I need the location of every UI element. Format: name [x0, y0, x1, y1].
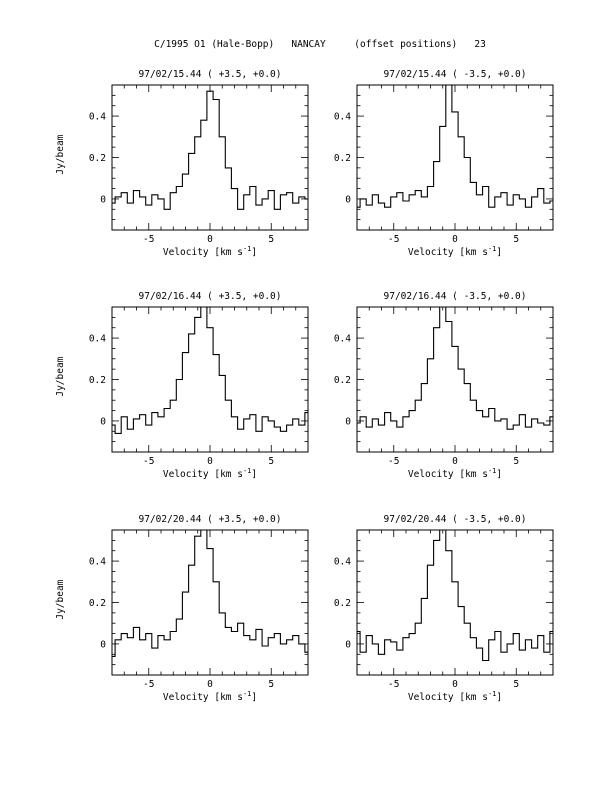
x-tick-label: 0 — [207, 679, 213, 690]
y-tick-label: 0.4 — [334, 557, 351, 568]
x-axis-label-exponent: -1 — [488, 245, 496, 253]
plot-frame — [111, 529, 309, 676]
x-tick-label: -5 — [143, 234, 154, 245]
x-axis-label-text: Velocity [km s — [163, 469, 243, 480]
x-axis-label-text: Velocity [km s — [408, 247, 488, 258]
plot-frame — [111, 306, 309, 453]
y-tick-label: 0 — [100, 194, 106, 205]
y-axis-label: Jy/beam — [55, 134, 66, 174]
x-axis-label-exponent: -1 — [243, 690, 251, 698]
x-axis-label: Velocity [km s-1] — [408, 245, 502, 258]
y-axis-label: Jy/beam — [55, 356, 66, 396]
x-tick-label: 5 — [268, 234, 274, 245]
x-axis-label-text: Velocity [km s — [163, 247, 243, 258]
x-tick-label: 5 — [268, 679, 274, 690]
y-tick-label: 0.2 — [89, 153, 106, 164]
x-axis-label: Velocity [km s-1] — [163, 467, 257, 480]
x-tick-label: 5 — [268, 456, 274, 467]
y-tick-label: 0 — [345, 639, 351, 650]
x-axis-label: Velocity [km s-1] — [408, 467, 502, 480]
panel-title: 97/02/20.44 ( +3.5, +0.0) — [139, 514, 282, 525]
x-tick-label: 0 — [452, 456, 458, 467]
x-tick-label: 5 — [513, 234, 519, 245]
panel-title: 97/02/15.44 ( -3.5, +0.0) — [384, 69, 527, 80]
x-axis-label-text: Velocity [km s — [408, 692, 488, 703]
x-axis-label-close: ] — [251, 692, 257, 703]
panel-title: 97/02/20.44 ( -3.5, +0.0) — [384, 514, 527, 525]
x-axis-label: Velocity [km s-1] — [163, 690, 257, 703]
x-axis-label-close: ] — [251, 469, 257, 480]
x-axis-label-exponent: -1 — [488, 467, 496, 475]
x-tick-label: -5 — [388, 234, 399, 245]
spectrum-line — [112, 529, 308, 657]
spectrum-panel-5: 97/02/20.44 ( +3.5, +0.0) -5 0 5 0 0.2 0.4 Velo… — [55, 514, 309, 703]
x-axis-label-exponent: -1 — [243, 467, 251, 475]
spectrum-line — [357, 84, 553, 208]
y-tick-label: 0.4 — [89, 112, 106, 123]
x-tick-label: 0 — [207, 234, 213, 245]
spectrum-line — [357, 529, 553, 662]
y-tick-label: 0.2 — [89, 375, 106, 386]
x-tick-label: 0 — [452, 234, 458, 245]
x-axis-label-close: ] — [496, 692, 502, 703]
x-axis-label-close: ] — [496, 469, 502, 480]
x-tick-label: 0 — [207, 456, 213, 467]
y-tick-label: 0 — [345, 194, 351, 205]
panel-title: 97/02/15.44 ( +3.5, +0.0) — [139, 69, 282, 80]
plot-frame — [111, 84, 309, 231]
plot-frame — [356, 84, 554, 231]
x-axis-label: Velocity [km s-1] — [163, 245, 257, 258]
y-tick-label: 0.4 — [334, 334, 351, 345]
spectrum-line — [112, 90, 308, 210]
plot-frame — [356, 529, 554, 676]
spectrum-panel-1: 97/02/15.44 ( +3.5, +0.0) -5 0 5 0 0.2 0.4 Velo… — [55, 69, 309, 258]
y-tick-label: 0.2 — [334, 375, 351, 386]
panel-title: 97/02/16.44 ( +3.5, +0.0) — [139, 291, 282, 302]
y-tick-label: 0.2 — [334, 153, 351, 164]
x-tick-label: 5 — [513, 679, 519, 690]
y-tick-label: 0.4 — [89, 334, 106, 345]
x-tick-label: 5 — [513, 456, 519, 467]
y-tick-label: 0 — [100, 639, 106, 650]
x-axis-label-exponent: -1 — [243, 245, 251, 253]
panel-title: 97/02/16.44 ( -3.5, +0.0) — [384, 291, 527, 302]
x-tick-label: -5 — [388, 456, 399, 467]
x-axis-label-close: ] — [496, 247, 502, 258]
y-tick-label: 0 — [100, 416, 106, 427]
spectrum-line — [357, 306, 553, 430]
spectrum-line — [112, 306, 308, 434]
x-tick-label: -5 — [143, 456, 154, 467]
y-axis-label: Jy/beam — [55, 579, 66, 619]
y-tick-label: 0 — [345, 416, 351, 427]
y-tick-label: 0.2 — [89, 598, 106, 609]
x-axis-label-exponent: -1 — [488, 690, 496, 698]
spectrum-panel-3: 97/02/16.44 ( +3.5, +0.0) -5 0 5 0 0.2 0.4 Velo… — [55, 291, 309, 480]
y-tick-label: 0.4 — [89, 557, 106, 568]
y-tick-label: 0.4 — [334, 112, 351, 123]
spectrum-panel-2: 97/02/15.44 ( -3.5, +0.0) -5 0 5 0 0.2 0.4 Velo… — [334, 69, 554, 258]
x-tick-label: 0 — [452, 679, 458, 690]
panels-group: 97/02/15.44 ( +3.5, +0.0) -5 0 5 0 0.2 0.4 Velo… — [55, 69, 554, 703]
figure-title: C/1995 O1 (Hale-Bopp) NANCAY (offset pos… — [154, 39, 486, 50]
spectrum-panel-4: 97/02/16.44 ( -3.5, +0.0) -5 0 5 0 0.2 0.4 Velo… — [334, 291, 554, 480]
y-tick-label: 0.2 — [334, 598, 351, 609]
x-axis-label-text: Velocity [km s — [408, 469, 488, 480]
spectrum-panel-6: 97/02/20.44 ( -3.5, +0.0) -5 0 5 0 0.2 0.4 Velo… — [334, 514, 554, 703]
x-axis-label-text: Velocity [km s — [163, 692, 243, 703]
x-tick-label: -5 — [143, 679, 154, 690]
x-tick-label: -5 — [388, 679, 399, 690]
plot-frame — [356, 306, 554, 453]
x-axis-label-close: ] — [251, 247, 257, 258]
x-axis-label: Velocity [km s-1] — [408, 690, 502, 703]
